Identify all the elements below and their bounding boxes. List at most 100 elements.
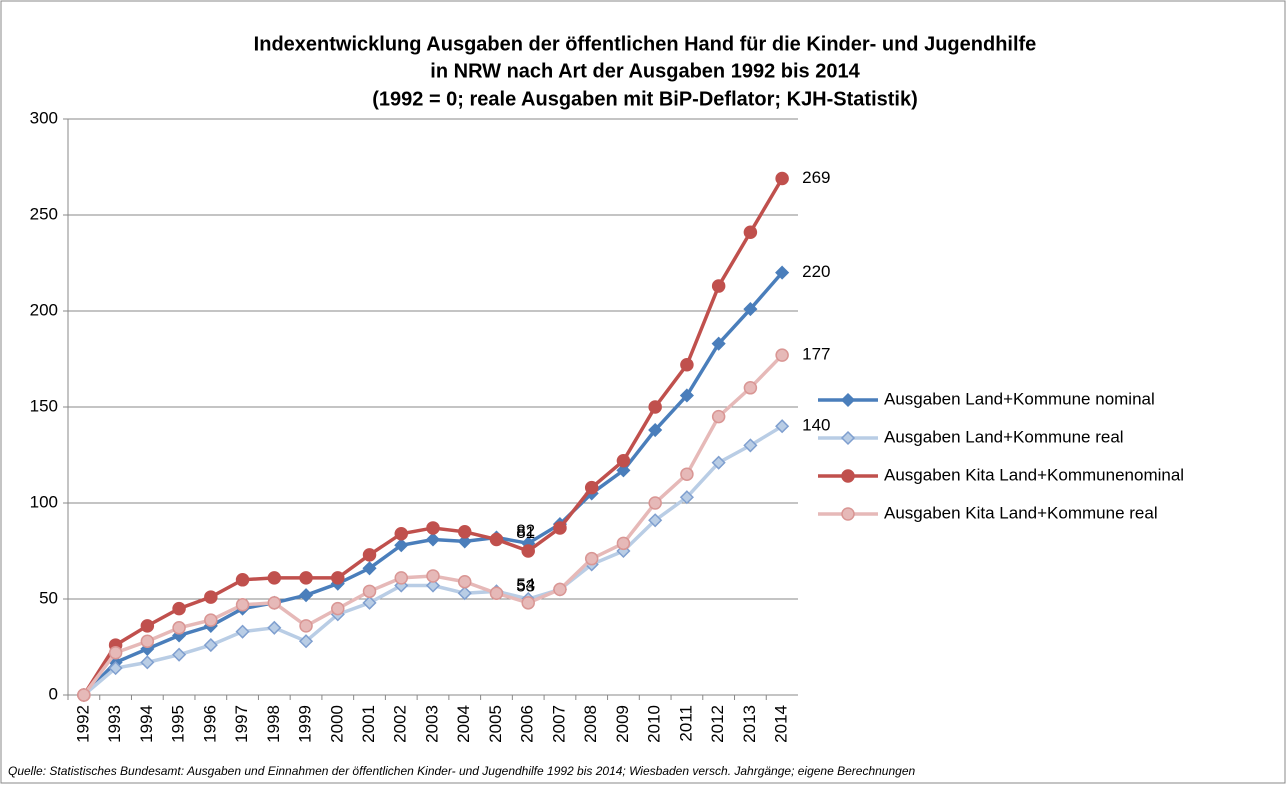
data-point — [172, 647, 187, 662]
data-point — [140, 619, 155, 633]
data-point — [711, 409, 726, 424]
data-point — [108, 646, 123, 660]
data-point — [553, 521, 567, 535]
x-tick-label: 2007 — [549, 705, 568, 743]
data-point — [616, 454, 631, 468]
x-tick-label: 2014 — [772, 705, 791, 743]
data-point — [521, 544, 535, 558]
x-tick-label: 2002 — [391, 705, 410, 743]
data-point — [616, 463, 631, 478]
data-label: 269 — [802, 168, 830, 187]
data-label: 140 — [802, 416, 830, 435]
data-point — [235, 598, 250, 612]
y-tick-label: 50 — [39, 588, 58, 607]
data-point — [648, 496, 662, 510]
data-point — [331, 601, 345, 616]
data-point — [394, 538, 409, 553]
data-point — [584, 551, 599, 566]
data-point — [172, 601, 186, 616]
chart-title: (1992 = 0; reale Ausgaben mit BiP-Deflat… — [372, 88, 918, 110]
data-point — [362, 595, 377, 610]
data-point — [584, 480, 599, 495]
data-point — [648, 400, 662, 414]
x-tick-label: 2009 — [613, 705, 632, 743]
data-point — [140, 634, 155, 648]
legend-label: Ausgaben Land+Kommune nominal — [884, 389, 1155, 408]
data-point — [711, 455, 726, 470]
legend-label: Ausgaben Kita Land+Kommune real — [884, 503, 1158, 522]
x-tick-label: 2005 — [486, 705, 505, 743]
data-point — [679, 388, 694, 403]
data-point — [267, 571, 282, 585]
data-point — [648, 513, 663, 528]
x-tick-label: 1996 — [200, 705, 219, 743]
data-point — [140, 655, 155, 670]
chart-title: Indexentwicklung Ausgaben der öffentlich… — [254, 33, 1037, 55]
x-tick-label: 2008 — [581, 705, 600, 743]
y-tick-label: 100 — [30, 492, 58, 511]
data-point — [521, 596, 535, 610]
data-point — [553, 582, 567, 597]
data-point — [204, 613, 218, 627]
data-point — [203, 638, 218, 653]
data-point — [108, 661, 123, 676]
x-tick-label: 1999 — [296, 705, 315, 743]
data-point — [457, 525, 472, 539]
x-tick-label: 2011 — [676, 705, 695, 742]
data-point — [425, 532, 441, 547]
data-point — [299, 571, 313, 585]
data-point — [267, 620, 282, 635]
data-point — [775, 265, 790, 280]
data-point — [267, 596, 282, 610]
y-tick-label: 300 — [30, 108, 58, 127]
data-point — [299, 619, 313, 633]
data-point — [77, 688, 91, 702]
data-point — [489, 586, 504, 600]
data-point — [172, 621, 186, 635]
data-point — [457, 586, 472, 601]
y-tick-label: 200 — [30, 300, 58, 319]
data-point — [775, 419, 790, 434]
data-point — [426, 569, 440, 583]
x-tick-label: 1994 — [137, 705, 156, 743]
data-point — [679, 490, 694, 505]
data-point — [362, 548, 377, 562]
data-point — [743, 302, 758, 317]
data-label: 82 — [516, 521, 535, 540]
data-point — [457, 574, 472, 589]
data-point — [648, 422, 663, 438]
data-point — [425, 578, 441, 593]
data-point — [298, 588, 314, 603]
legend-marker — [841, 469, 855, 483]
data-point — [362, 561, 377, 576]
data-point — [711, 279, 726, 293]
data-point — [394, 571, 409, 585]
data-point — [204, 590, 218, 604]
legend-marker — [840, 392, 856, 408]
data-label: 54 — [516, 575, 535, 594]
x-tick-label: 2006 — [518, 705, 537, 743]
data-point — [775, 348, 789, 362]
data-point — [743, 438, 758, 453]
legend-label: Ausgaben Land+Kommune real — [884, 427, 1124, 446]
x-tick-label: 1997 — [232, 705, 251, 743]
x-tick-label: 1998 — [264, 705, 283, 743]
data-point — [489, 532, 504, 547]
x-tick-label: 1993 — [105, 705, 124, 743]
data-point — [616, 536, 631, 551]
chart-title: in NRW nach Art der Ausgaben 1992 bis 20… — [430, 60, 860, 82]
y-tick-label: 0 — [49, 684, 58, 703]
x-tick-label: 2000 — [327, 705, 346, 743]
data-point — [711, 336, 726, 351]
x-tick-label: 2013 — [740, 705, 759, 743]
data-point — [331, 571, 345, 585]
data-point — [457, 534, 472, 549]
data-point — [743, 381, 758, 395]
x-tick-label: 1995 — [169, 705, 188, 743]
source-note: Quelle: Statistisches Bundesamt: Ausgabe… — [8, 764, 915, 778]
data-point — [680, 358, 694, 372]
x-tick-label: 2004 — [454, 705, 473, 743]
x-tick-label: 2001 — [359, 705, 378, 743]
